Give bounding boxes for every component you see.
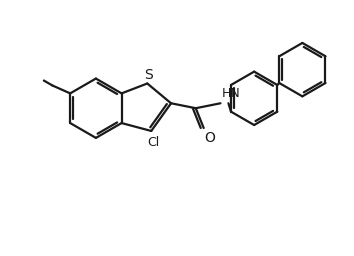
Text: Cl: Cl (147, 136, 159, 149)
Text: HN: HN (222, 87, 240, 100)
Text: O: O (205, 131, 216, 145)
Text: S: S (144, 69, 153, 82)
